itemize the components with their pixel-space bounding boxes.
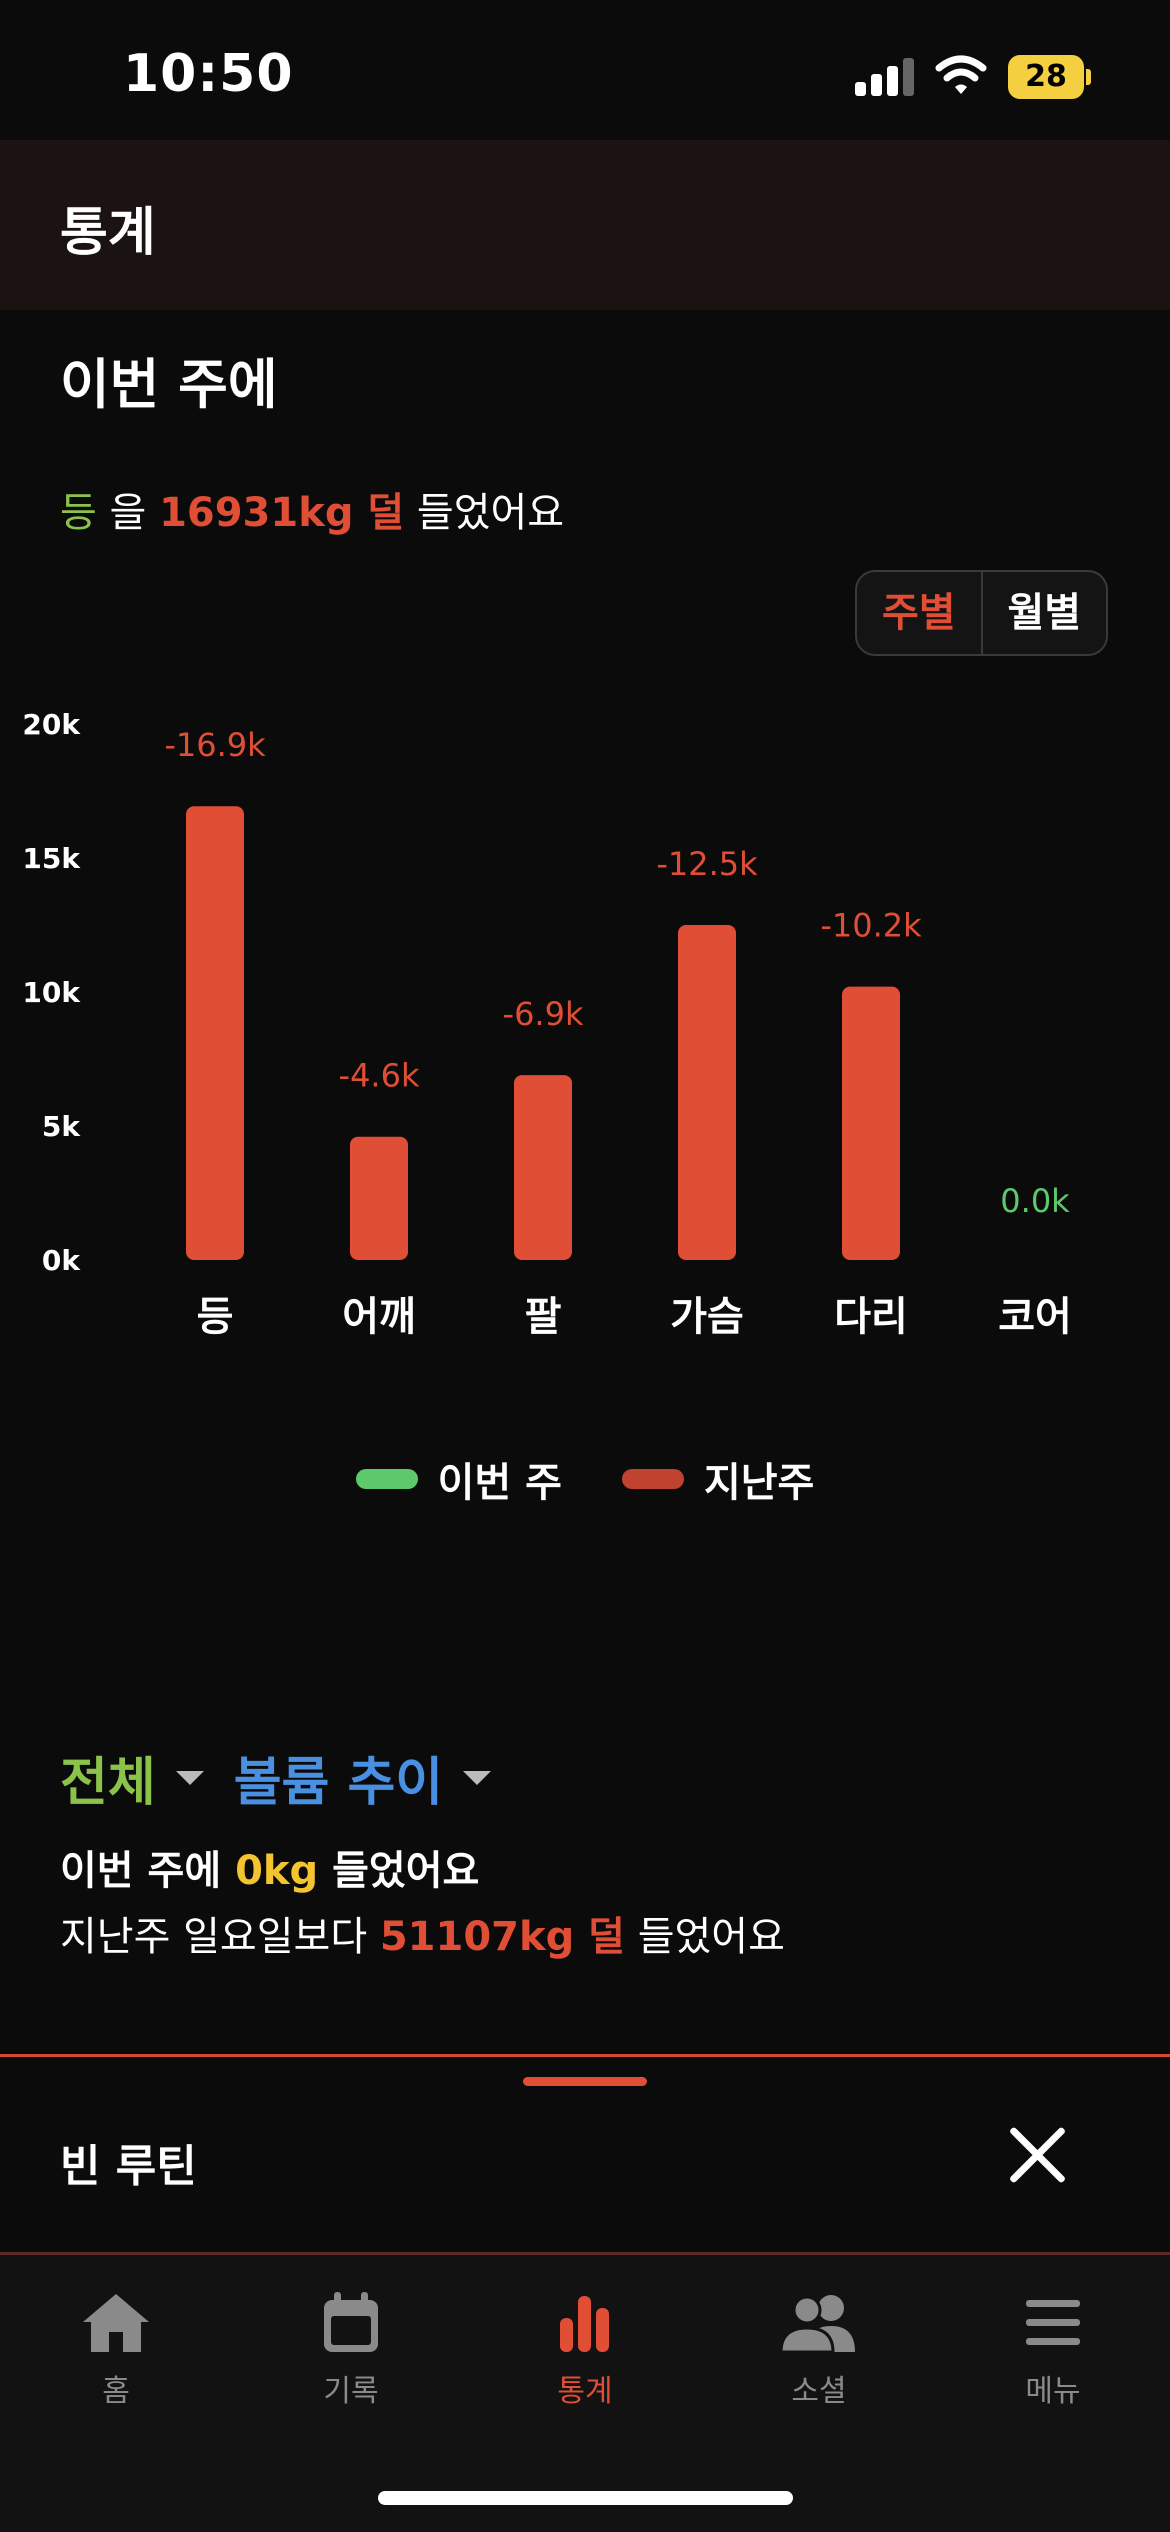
trend-line2-prefix: 지난주 일요일보다 — [60, 1914, 368, 1960]
legend-this-week: 이번 주 — [355, 1450, 562, 1508]
monthly-toggle-button[interactable]: 월별 — [1007, 590, 1082, 636]
x-category-label: 가슴 — [670, 1294, 744, 1340]
legend-swatch-last-week — [621, 1469, 684, 1489]
menu-icon — [1026, 2300, 1080, 2345]
weekly-toggle-button[interactable]: 주별 — [881, 590, 956, 636]
trend-line1-amount: 0kg — [235, 1848, 319, 1894]
bar-3 — [678, 925, 736, 1260]
status-time: 10:50 — [123, 44, 294, 104]
routine-sheet-title[interactable]: 빈 루틴 — [60, 2141, 197, 2192]
y-tick-label: 20k — [22, 708, 81, 741]
wifi-icon — [935, 55, 987, 94]
legend-swatch-this-week — [355, 1469, 418, 1489]
chart-legend: 이번 주 지난주 — [0, 1450, 1170, 1508]
sheet-drag-handle[interactable] — [523, 2077, 647, 2086]
page-title: 통계 — [60, 203, 156, 263]
home-icon — [83, 2294, 149, 2352]
trend-line2-suffix: 들었어요 — [637, 1914, 785, 1960]
y-tick-label: 5k — [42, 1110, 81, 1143]
x-category-label: 코어 — [998, 1294, 1072, 1340]
summary-amount: 16931kg 덜 — [159, 490, 405, 536]
metric-dropdown[interactable]: 볼륨 추이 — [233, 1753, 444, 1813]
tab-menu[interactable]: 메뉴 — [963, 2290, 1143, 2410]
tab-label-stats: 통계 — [557, 2374, 613, 2409]
legend-last-week: 지난주 — [621, 1450, 815, 1508]
trend-line2-amount: 51107kg 덜 — [379, 1914, 625, 1960]
data-label: -10.2k — [820, 907, 922, 945]
bar-4 — [842, 986, 900, 1260]
x-category-label: 다리 — [834, 1294, 908, 1340]
filter-dropdowns: 전체 볼륨 추이 — [60, 1740, 521, 1815]
summary-muscle: 등 — [60, 490, 97, 536]
header-bar — [0, 140, 1170, 310]
bar-1 — [350, 1136, 408, 1260]
bar-chart-icon — [560, 2296, 609, 2352]
tab-label-social: 소셜 — [791, 2374, 847, 2409]
bar-2 — [514, 1075, 572, 1260]
battery-tip — [1086, 69, 1091, 85]
x-category-label: 어깨 — [342, 1294, 416, 1340]
tab-records[interactable]: 기록 — [261, 2290, 441, 2410]
tab-label-menu: 메뉴 — [1025, 2374, 1081, 2409]
data-label: -16.9k — [164, 726, 266, 764]
cellular-signal-icon — [855, 58, 915, 96]
scope-chevron-down-icon[interactable] — [175, 1770, 204, 1785]
section-title: 이번 주에 — [60, 353, 278, 416]
y-tick-label: 0k — [42, 1244, 81, 1277]
data-label: 0.0k — [1000, 1182, 1070, 1220]
close-icon[interactable] — [1006, 2124, 1068, 2186]
tab-label-home: 홈 — [102, 2374, 130, 2409]
tab-social[interactable]: 소셜 — [729, 2290, 909, 2410]
legend-label-last-week: 지난주 — [703, 1460, 815, 1506]
legend-label-this-week: 이번 주 — [437, 1460, 562, 1506]
data-label: -6.9k — [503, 995, 584, 1033]
data-label: -4.6k — [339, 1057, 420, 1095]
tab-home[interactable]: 홈 — [26, 2290, 206, 2410]
x-category-label: 팔 — [525, 1294, 562, 1340]
home-indicator[interactable] — [378, 2491, 793, 2505]
period-toggle: 주별 월별 — [855, 570, 1108, 656]
summary-particle: 을 — [109, 490, 147, 536]
trend-line-this-week: 이번 주에 0kg 들었어요 — [60, 1838, 479, 1896]
people-icon — [779, 2295, 855, 2354]
tab-label-records: 기록 — [323, 2374, 379, 2409]
bar-0 — [186, 806, 244, 1260]
trend-line1-prefix: 이번 주에 — [60, 1848, 222, 1894]
calendar-icon — [324, 2292, 378, 2352]
data-label: -12.5k — [656, 845, 758, 883]
y-tick-label: 15k — [22, 842, 81, 875]
tab-stats[interactable]: 통계 — [495, 2290, 675, 2410]
toggle-divider — [980, 572, 983, 654]
trend-line-comparison: 지난주 일요일보다 51107kg 덜 들었어요 — [60, 1904, 785, 1962]
trend-line1-suffix: 들었어요 — [332, 1848, 480, 1894]
volume-bar-chart: 0k 5k 10k 15k 20k -16.9k 등 -4.6k 어깨 -6.9k 팔 -12.5k 가… — [22, 708, 1072, 1340]
weekly-summary: 등 을 16931kg 덜 들었어요 — [60, 480, 564, 538]
scope-dropdown[interactable]: 전체 — [60, 1753, 156, 1813]
metric-chevron-down-icon[interactable] — [463, 1770, 492, 1785]
tabbar-divider — [0, 2252, 1170, 2255]
summary-suffix: 들었어요 — [416, 490, 565, 536]
x-category-label: 등 — [197, 1294, 234, 1340]
sheet-top-border — [0, 2054, 1170, 2057]
y-tick-label: 10k — [22, 976, 81, 1009]
battery-indicator: 28 — [1008, 55, 1084, 99]
